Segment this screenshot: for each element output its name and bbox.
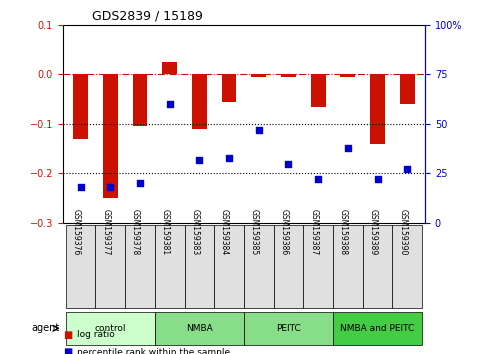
Point — [196, 157, 203, 162]
Point — [403, 167, 411, 172]
FancyBboxPatch shape — [273, 225, 303, 308]
Text: GSM159376: GSM159376 — [71, 209, 81, 255]
Point — [225, 155, 233, 160]
Text: GSM159385: GSM159385 — [250, 209, 259, 255]
Text: agent: agent — [31, 323, 60, 333]
FancyBboxPatch shape — [66, 312, 155, 345]
Bar — [103, 74, 118, 198]
Point — [77, 184, 85, 190]
Text: GSM159388: GSM159388 — [339, 209, 348, 255]
Bar — [341, 74, 355, 77]
Text: ■: ■ — [63, 347, 72, 354]
FancyBboxPatch shape — [155, 225, 185, 308]
FancyBboxPatch shape — [125, 225, 155, 308]
Text: NMBA: NMBA — [186, 324, 213, 333]
FancyBboxPatch shape — [185, 225, 214, 308]
FancyBboxPatch shape — [214, 225, 244, 308]
FancyBboxPatch shape — [363, 225, 392, 308]
Bar — [222, 74, 237, 102]
Bar — [192, 74, 207, 129]
FancyBboxPatch shape — [244, 312, 333, 345]
Text: percentile rank within the sample: percentile rank within the sample — [77, 348, 230, 354]
FancyBboxPatch shape — [303, 225, 333, 308]
Text: GSM159389: GSM159389 — [369, 209, 378, 255]
Bar — [400, 74, 414, 104]
Text: GSM159390: GSM159390 — [398, 209, 407, 255]
Text: GSM159377: GSM159377 — [101, 209, 110, 255]
Text: GDS2839 / 15189: GDS2839 / 15189 — [92, 9, 203, 22]
Bar — [311, 74, 326, 107]
FancyBboxPatch shape — [333, 225, 363, 308]
Bar — [73, 74, 88, 139]
Text: GSM159387: GSM159387 — [309, 209, 318, 255]
Bar — [132, 74, 147, 126]
Bar — [251, 74, 266, 77]
Text: GSM159383: GSM159383 — [190, 209, 199, 255]
Point — [255, 127, 263, 133]
Bar — [370, 74, 385, 144]
Bar — [162, 62, 177, 74]
Text: GSM159386: GSM159386 — [280, 209, 288, 255]
FancyBboxPatch shape — [155, 312, 244, 345]
Text: log ratio: log ratio — [77, 330, 115, 339]
Point — [106, 184, 114, 190]
FancyBboxPatch shape — [66, 225, 96, 308]
Text: ■: ■ — [63, 330, 72, 339]
Text: GSM159384: GSM159384 — [220, 209, 229, 255]
FancyBboxPatch shape — [333, 312, 422, 345]
FancyBboxPatch shape — [392, 225, 422, 308]
Bar — [281, 74, 296, 77]
Point — [314, 177, 322, 182]
Point — [284, 161, 292, 166]
FancyBboxPatch shape — [96, 225, 125, 308]
Text: GSM159381: GSM159381 — [161, 209, 170, 255]
Point — [374, 177, 382, 182]
Point — [344, 145, 352, 150]
Text: NMBA and PEITC: NMBA and PEITC — [341, 324, 415, 333]
Point — [136, 181, 144, 186]
Text: GSM159378: GSM159378 — [131, 209, 140, 255]
FancyBboxPatch shape — [244, 225, 273, 308]
Text: PEITC: PEITC — [276, 324, 301, 333]
Text: control: control — [95, 324, 126, 333]
Point — [166, 101, 173, 107]
